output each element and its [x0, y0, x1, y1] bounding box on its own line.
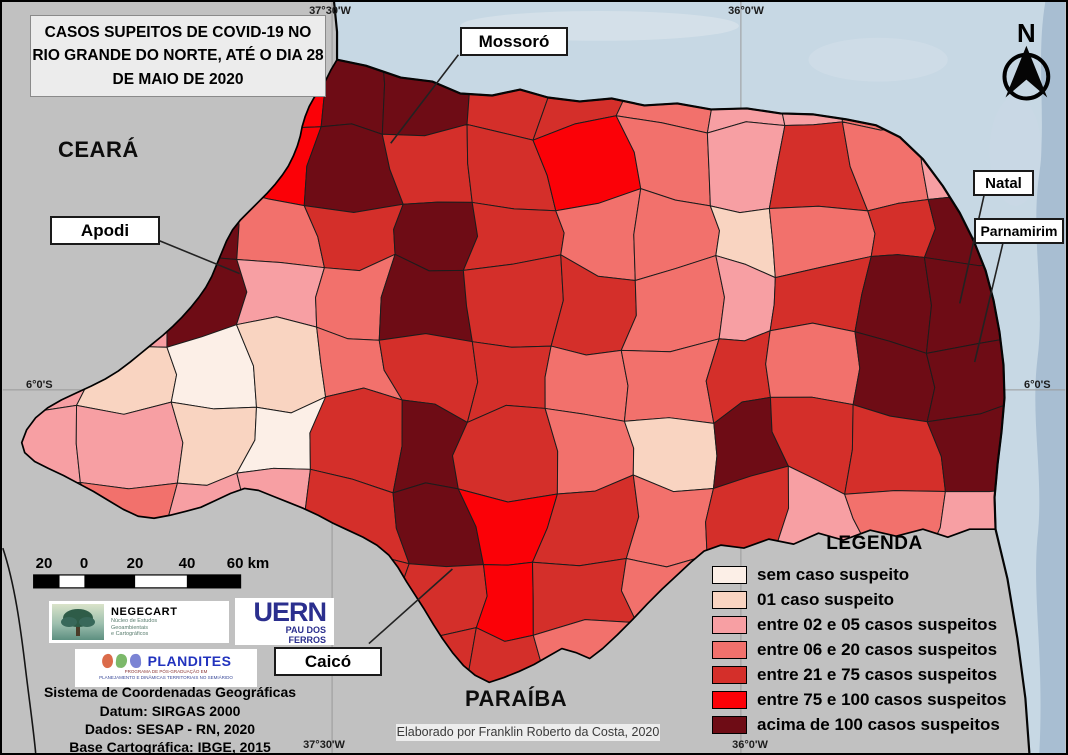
legend-items: sem caso suspeito 01 caso suspeito entre 0… — [702, 562, 1047, 737]
callout-apodi: Apodi — [50, 216, 160, 245]
plandites-subtitle-1: PROGRAMA DE PÓS-GRADUAÇÃO EM — [124, 669, 208, 674]
credit-data-source: Dados: SESAP - RN, 2020 — [84, 721, 256, 737]
cloud-highlight — [808, 37, 948, 82]
municipality-cell — [475, 561, 534, 642]
municipality-cell — [765, 322, 861, 406]
coord-top-left: 37°30'W — [309, 5, 351, 17]
legend-item: entre 21 e 75 casos suspeitos — [702, 662, 1047, 687]
scale-bar-label: 20 — [126, 555, 144, 572]
north-arrow: N — [1002, 20, 1051, 101]
plandites-logo: PLANDITES PROGRAMA DE PÓS-GRADUAÇÃO EM P… — [75, 649, 257, 687]
negecart-name: NEGECART — [111, 605, 178, 618]
callout-leader-lines — [156, 54, 1005, 645]
scale-bar-label: 20 — [35, 555, 53, 572]
scale-bar-label: 60 km — [226, 555, 270, 572]
credit-datum: Datum: SIRGAS 2000 — [99, 703, 241, 719]
coord-bottom-right: 36°0'W — [732, 739, 768, 751]
north-label: N — [1017, 20, 1036, 48]
callout-mossoro: Mossoró — [460, 27, 568, 56]
municipality-cell — [75, 401, 184, 490]
region-label-ceara: CEARÁ — [58, 137, 139, 162]
coord-left: 6°0'S — [26, 379, 53, 391]
legend-item: acima de 100 casos suspeitos — [702, 712, 1047, 737]
municipality-cell — [926, 394, 1005, 493]
legend-item: 01 caso suspeito — [702, 587, 1047, 612]
tree-image — [52, 604, 104, 640]
author-credit: Elaborado por Franklin Roberto da Costa,… — [396, 724, 660, 741]
coastline — [332, 2, 1031, 753]
legend-item: entre 75 e 100 casos suspeitos — [702, 687, 1047, 712]
plandites-shape-orange — [101, 652, 114, 669]
legend-swatch — [712, 640, 747, 659]
plandites-subtitle-2: PLANEJAMENTO E DINÂMICAS TERRITORIAIS NO… — [99, 675, 233, 681]
scale-bar-label: 40 — [178, 555, 196, 572]
legend-swatch — [712, 590, 747, 609]
legend-label: acima de 100 casos suspeitos — [757, 714, 1000, 734]
negecart-subtitle: Núcleo de Estudos Geoambientais e Cartog… — [111, 617, 158, 638]
legend-label: entre 06 e 20 casos suspeitos — [757, 639, 998, 659]
negecart-logo: NEGECART Núcleo de Estudos Geoambientais… — [49, 601, 229, 643]
legend-label: sem caso suspeito — [757, 564, 910, 584]
plandites-shape-blue — [129, 653, 142, 668]
region-label-paraiba: PARAÍBA — [465, 686, 568, 711]
municipality-cell — [925, 333, 1005, 423]
coord-bottom-left: 37°30'W — [303, 739, 345, 751]
uern-subtitle: PAU DOS FERROS — [285, 625, 326, 646]
uern-logo: UERN PAU DOS FERROS — [235, 598, 334, 645]
legend-item: entre 02 e 05 casos suspeitos — [702, 612, 1047, 637]
callout-natal: Natal — [973, 170, 1034, 196]
legend-title: LEGENDA — [826, 533, 923, 554]
plandites-name: PLANDITES — [147, 652, 232, 669]
legend-swatch — [712, 565, 747, 584]
credit-coordinate-system: Sistema de Coordenadas Geográficas — [43, 684, 297, 700]
legend-label: 01 caso suspeito — [757, 589, 895, 609]
municipality-cell — [867, 199, 936, 258]
deep-ocean-band — [1035, 2, 1066, 753]
legend-item: sem caso suspeito — [702, 562, 1047, 587]
legend-label: entre 75 e 100 casos suspeitos — [757, 689, 1007, 709]
legend-swatch — [712, 690, 747, 709]
scale-bar-label: 0 — [79, 555, 89, 572]
coord-top-right: 36°0'W — [728, 5, 764, 17]
credit-base-cartography: Base Cartográfica: IBGE, 2015 — [69, 739, 271, 755]
municipality-cell — [235, 259, 325, 328]
coord-right: 6°0'S — [1024, 379, 1051, 391]
north-arrow-needle — [1005, 45, 1048, 98]
map-title: CASOS SUPEITOS DE COVID-19 NO RIO GRANDE… — [30, 15, 326, 97]
callout-caico: Caicó — [274, 647, 382, 676]
plandites-shape-green — [115, 652, 128, 669]
municipality-cell — [456, 627, 547, 683]
neighbor-state-border — [2, 547, 37, 753]
municipality-cell — [462, 254, 564, 348]
legend-label: entre 02 e 05 casos suspeitos — [757, 614, 998, 634]
legend: LEGENDA sem caso suspeito 01 caso suspeit… — [702, 533, 1047, 737]
legend-swatch — [712, 715, 747, 734]
legend-item: entre 06 e 20 casos suspeitos — [702, 637, 1047, 662]
legend-label: entre 21 e 75 casos suspeitos — [757, 664, 998, 684]
uern-name: UERN — [253, 597, 327, 627]
municipality-cell — [620, 338, 720, 424]
callout-parnamirim: Parnamirim — [974, 218, 1064, 244]
ocean — [334, 2, 1066, 753]
scale-bar — [33, 574, 242, 589]
legend-swatch — [712, 615, 747, 634]
legend-swatch — [712, 665, 747, 684]
